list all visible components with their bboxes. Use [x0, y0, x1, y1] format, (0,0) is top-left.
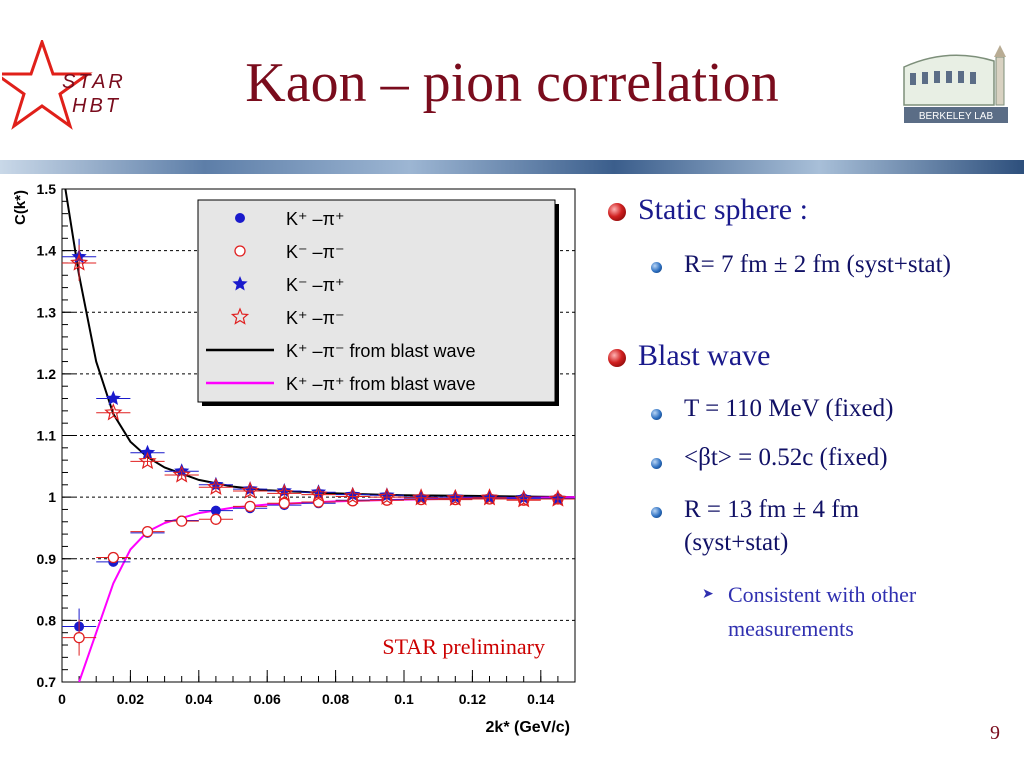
bullet-static-sphere: Static sphere : [638, 193, 808, 226]
data-point [210, 513, 222, 525]
header-banner [0, 160, 1024, 174]
legend-label-1: K⁻ –π⁻ [286, 242, 344, 262]
data-point [138, 451, 157, 470]
data-point [244, 500, 256, 513]
x-tick-label: 0.04 [185, 691, 212, 707]
annotation-text: STAR preliminary [382, 634, 545, 659]
legend-label-2: K⁻ –π⁺ [286, 275, 344, 295]
bullet-ball-icon [608, 203, 626, 221]
blast-R-text: R = 13 fm ± 4 fm (syst+stat) [684, 496, 860, 556]
bullet-dot-icon [651, 262, 662, 273]
x-tick-label: 0.14 [527, 691, 554, 707]
x-tick-label: 0 [58, 691, 66, 707]
y-tick-label: 1 [48, 489, 56, 505]
y-tick-label: 1.5 [37, 181, 57, 197]
y-tick-label: 1.3 [37, 304, 57, 320]
data-point [278, 497, 290, 509]
y-tick-label: 0.9 [37, 551, 57, 567]
bullet-dot-icon [651, 507, 662, 518]
data-point [309, 485, 328, 503]
y-tick-label: 1.4 [37, 243, 57, 259]
star-hbt-logo: STAR HBT [2, 40, 126, 130]
star-logo-icon [2, 40, 93, 130]
y-axis-label: C(k*) [12, 190, 29, 225]
legend-label-3: K⁺ –π⁻ [286, 308, 344, 328]
blast-beta-text: <βt> = 0.52c (fixed) [684, 444, 888, 471]
bullet-ball-icon [608, 349, 626, 367]
data-point [412, 488, 431, 506]
data-point [343, 486, 362, 505]
legend-label-5: K⁺ –π⁺ from blast wave [286, 374, 475, 394]
data-point [174, 463, 190, 478]
data-point [210, 505, 221, 516]
data-point [105, 390, 121, 405]
data-point [70, 253, 89, 271]
legend-marker-3 [230, 307, 250, 325]
bullet-blast-wave: Blast wave [638, 339, 771, 372]
data-point [73, 631, 85, 644]
data-point [480, 488, 499, 506]
data-point [446, 488, 465, 507]
lbl-logo-text: BERKELEY LAB [919, 111, 994, 122]
arrow-bullet-icon: ➤ [702, 587, 714, 602]
correlation-plot: 0.7 0.8 0.9 1 1.1 1.2 1.3 1.4 1.5 0 0.02 0.04 0.06 0.… [12, 181, 576, 736]
x-tick-label: 0.08 [322, 691, 349, 707]
x-axis-label: 2k* (GeV/c) [486, 719, 570, 736]
data-point [172, 465, 191, 483]
data-point [176, 515, 188, 527]
y-tick-label: 0.8 [37, 612, 57, 628]
bullet-dot-icon [651, 409, 662, 420]
static-radius-text: R= 7 fm ± 2 fm (syst+stat) [684, 251, 951, 278]
data-point [104, 403, 123, 421]
slide-title: Kaon – pion correlation [245, 52, 779, 114]
x-tick-label: 0.02 [117, 691, 144, 707]
data-point [141, 525, 154, 538]
legend-marker-0 [235, 213, 245, 223]
legend-label-4: K⁺ –π⁻ from blast wave [286, 341, 475, 361]
data-point [548, 489, 567, 507]
data-point [514, 490, 533, 508]
star-logo-text: STAR [62, 71, 126, 93]
consistent-text: Consistent with other measurements [728, 582, 917, 641]
data-point [206, 477, 225, 495]
y-tick-label: 0.7 [37, 674, 57, 690]
data-point [275, 483, 294, 502]
legend-marker-2 [232, 276, 248, 291]
data-point [377, 487, 396, 505]
legend-marker-1 [234, 245, 246, 257]
y-tick-label: 1.1 [37, 428, 57, 444]
x-tick-label: 0.06 [254, 691, 281, 707]
x-tick-label: 0.1 [394, 691, 414, 707]
berkeley-lab-logo: BERKELEY LAB [903, 45, 1008, 123]
legend-label-0: K⁺ –π⁺ [286, 209, 344, 229]
legend-box [197, 199, 556, 403]
page-number: 9 [990, 722, 1000, 744]
hbt-logo-text: HBT [72, 95, 121, 117]
y-tick-label: 1.2 [37, 366, 57, 382]
data-point [241, 481, 260, 499]
blast-T-text: T = 110 MeV (fixed) [684, 395, 894, 422]
data-point [107, 551, 119, 564]
x-tick-label: 0.12 [459, 691, 486, 707]
bullet-dot-icon [651, 458, 662, 469]
